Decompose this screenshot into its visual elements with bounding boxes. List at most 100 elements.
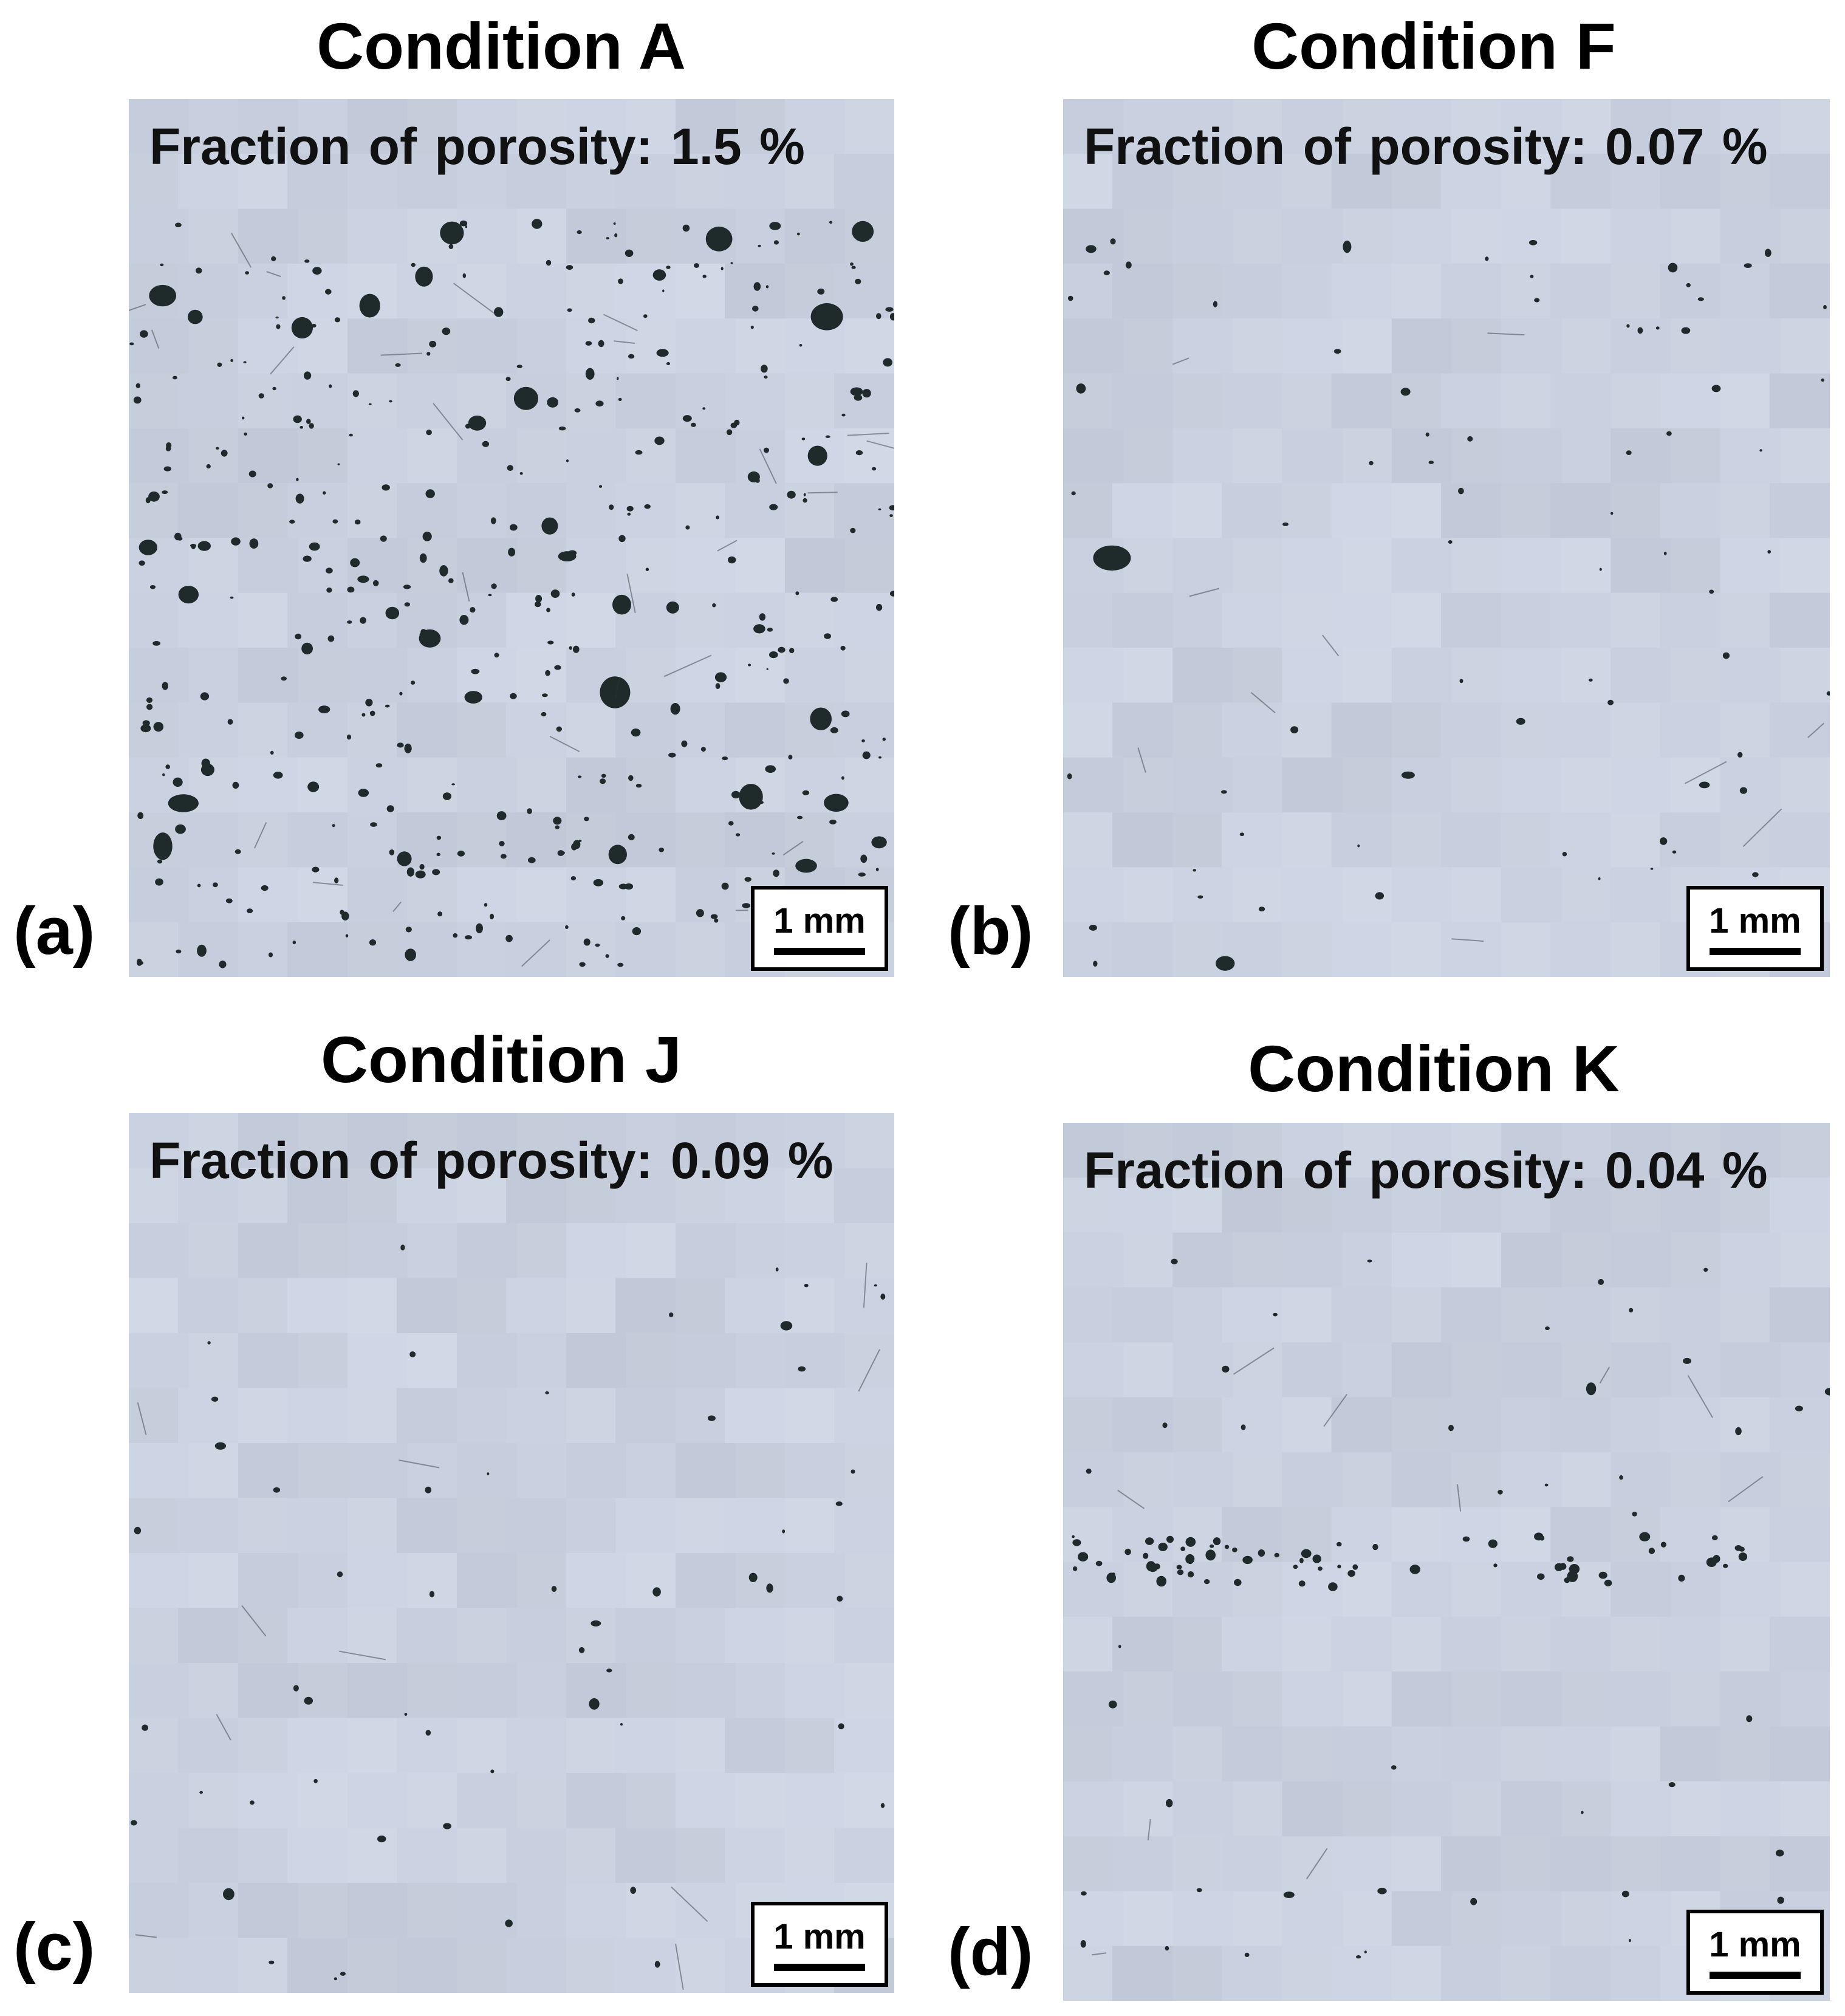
pore [654,436,665,445]
micrograph-tile [615,812,725,868]
scratch [231,233,252,268]
pore [249,538,259,549]
pore [1739,787,1747,794]
micrograph-tile [238,208,347,264]
micrograph-tile [1063,1287,1113,1343]
micrograph-tile-shading [1501,1287,1551,1343]
panel-b-scale-bar-line [1710,948,1801,955]
pore [555,825,560,829]
pore [584,817,589,821]
pore [635,783,642,788]
micrograph-tile [1769,1616,1830,1672]
micrograph-tile-shading [1561,1562,1611,1617]
micrograph-tile [1282,1452,1392,1507]
pore [1666,431,1672,436]
pore [1470,1898,1477,1905]
micrograph-tile-shading [1501,812,1551,868]
pore [221,450,228,457]
micrograph-tile-shading [1172,1836,1222,1891]
micrograph-tile [287,592,397,648]
micrograph-tile [566,1113,676,1168]
pore [459,615,469,625]
micrograph-tile-shading [408,1443,457,1498]
micrograph-tile [457,1223,566,1278]
micrograph-tile-shading [1780,538,1830,593]
micrograph-tile-shading [129,1278,178,1333]
pore [1216,956,1235,971]
micrograph-tile [1063,1616,1113,1672]
pore [429,1591,435,1597]
micrograph-tile [347,1223,457,1278]
micrograph-tile [1769,483,1830,538]
micrograph-tile-shading [1282,483,1332,538]
pore [1118,1645,1121,1648]
micrograph-tile-shading [457,483,506,538]
micrograph-tile-shading [1172,592,1222,648]
pore [1639,1532,1651,1541]
pore [780,1321,793,1331]
pore [1401,771,1415,779]
micrograph-tile-shading [566,1608,615,1663]
scratch [549,736,580,752]
pore [149,284,177,307]
micrograph-tile-shading [1611,592,1660,648]
micrograph-tile-shading [1063,1616,1113,1672]
pore [1283,1891,1295,1898]
micrograph-tile [178,1828,287,1883]
micrograph-tile [1550,483,1660,538]
micrograph-tile-shading [566,1938,615,1993]
pore [309,423,314,429]
micrograph-tile-shading [1282,154,1332,209]
pore [850,387,863,396]
pore [546,259,552,266]
micrograph-tile [566,1773,676,1828]
pore [547,640,554,645]
pore [799,344,803,347]
micrograph-tile [506,1168,615,1223]
pore [1171,1258,1178,1264]
pore [829,221,833,224]
pore [1723,1563,1728,1568]
micrograph-tile-shading [1780,318,1830,374]
micrograph-tile-shading [1780,208,1830,264]
pore [510,693,517,699]
micrograph-tile-shading [1611,263,1660,319]
pore [213,882,218,888]
micrograph-tile [1441,702,1551,758]
pore [670,703,680,715]
micrograph-tile [347,1883,457,1938]
pore [618,397,622,401]
micrograph-tile [1391,648,1502,703]
micrograph-tile [347,1443,457,1498]
pore [133,396,142,404]
pore [606,1668,612,1673]
micrograph-tile-shading [517,1883,566,1938]
micrograph-tile-shading [1233,867,1282,922]
micrograph-tile-shading [676,1168,725,1223]
micrograph-tile [1720,1452,1830,1507]
micrograph-tile [1112,1178,1222,1233]
pore [347,586,355,593]
micrograph-tile-shading [736,538,785,593]
micrograph-tile-shading [736,1663,785,1718]
pore [176,949,182,954]
micrograph-tile-shading [129,154,178,209]
pore [369,939,377,946]
pore [1086,245,1097,253]
micrograph-tile-shading [298,208,347,264]
micrograph-tile-shading [566,373,615,428]
micrograph-tile-shading [1391,1726,1441,1781]
micrograph-tile-shading [1611,1287,1660,1343]
micrograph-tile [615,373,725,428]
micrograph-tile [1063,373,1113,428]
micrograph-tile [238,1443,347,1498]
micrograph-tile-shading [457,1278,506,1333]
micrograph-tile-shading [517,757,566,813]
micrograph-tile-shading [1342,318,1392,374]
micrograph-tile-shading [1342,99,1392,154]
pore [195,267,202,274]
micrograph-tile-shading [189,1553,238,1608]
micrograph-tile [1063,922,1113,977]
micrograph-tile [676,538,785,593]
micrograph-tile-shading [1780,1452,1830,1507]
